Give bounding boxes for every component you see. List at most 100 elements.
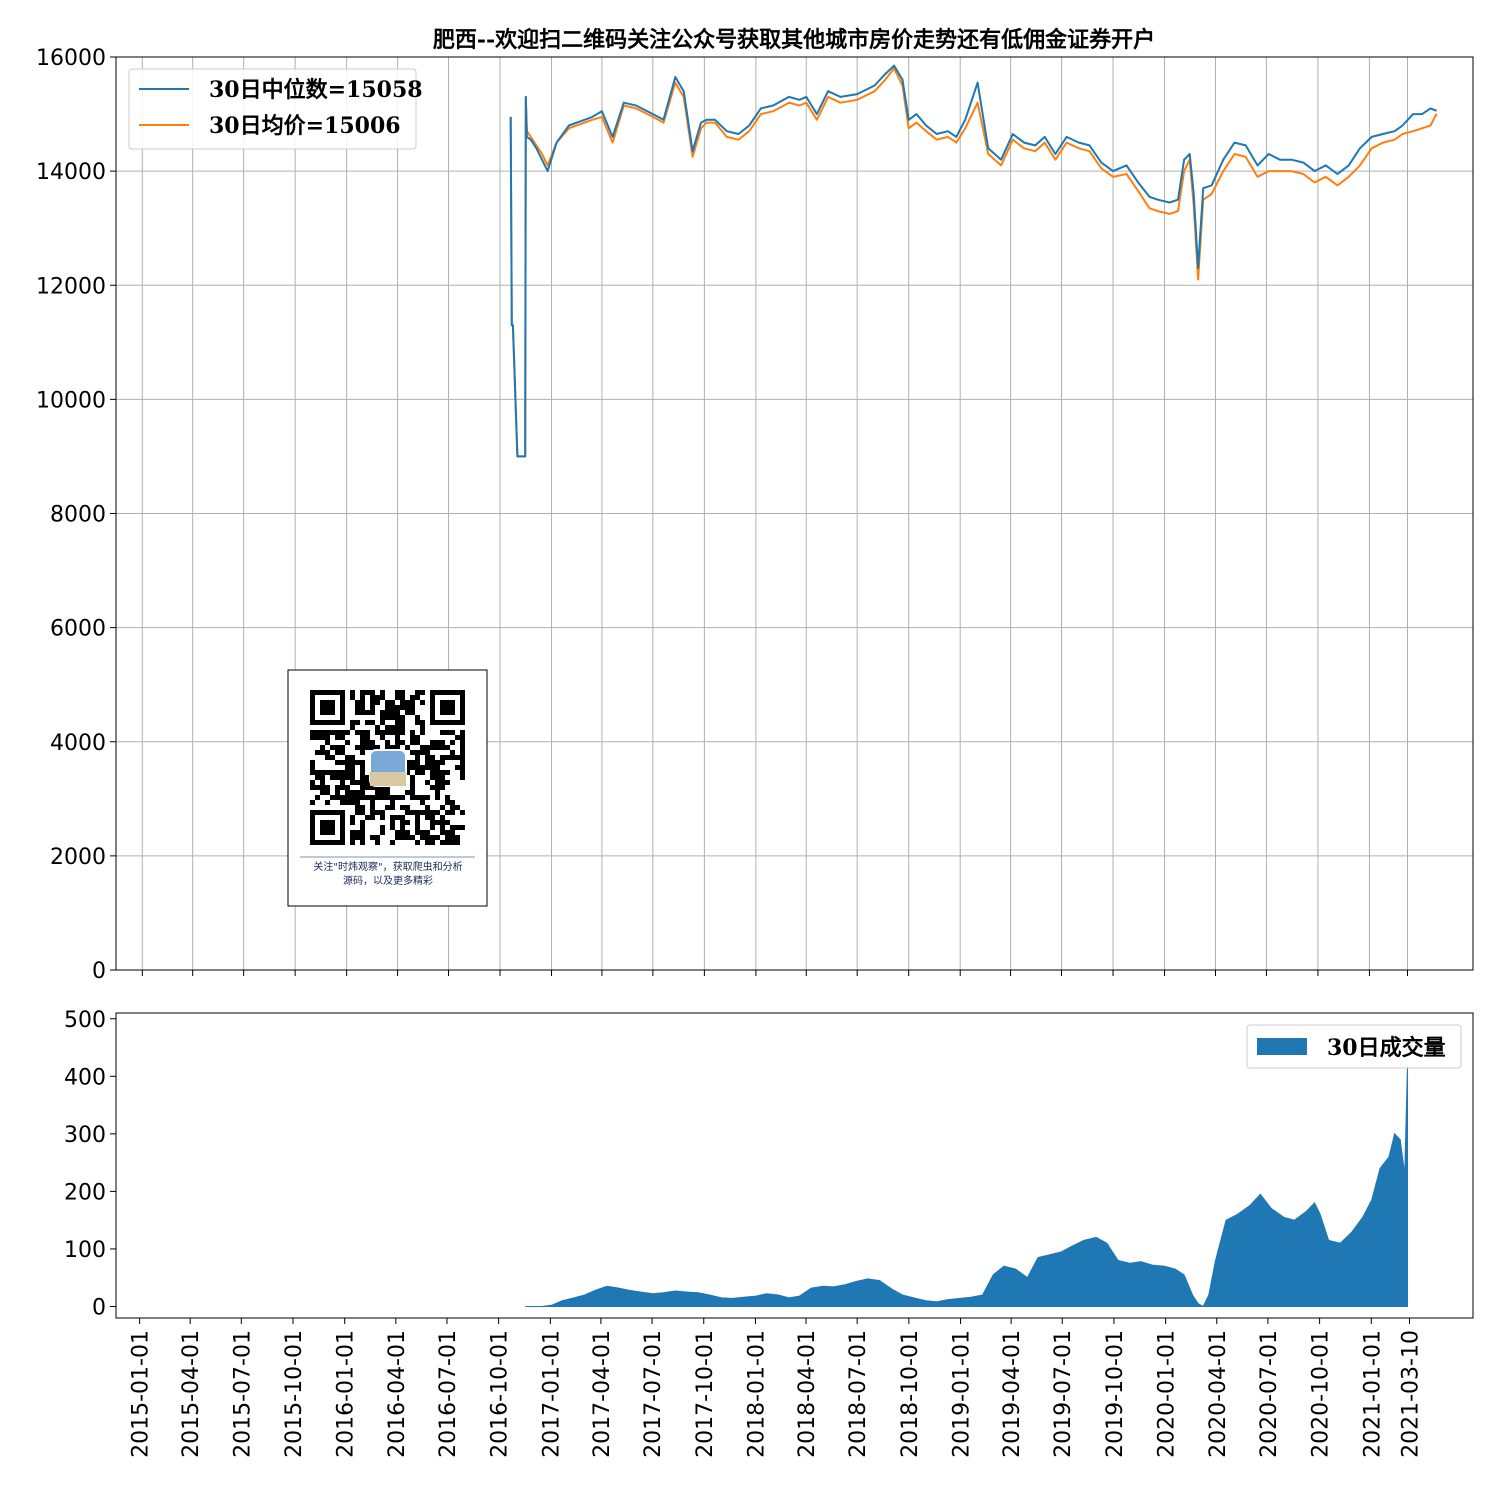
qr-module bbox=[445, 820, 450, 825]
qr-module bbox=[405, 770, 410, 775]
qr-module bbox=[380, 785, 385, 790]
qr-module bbox=[315, 795, 320, 800]
bottom-x-tick-label: 2019-07-01 bbox=[1051, 1330, 1076, 1458]
qr-module bbox=[355, 800, 360, 805]
bottom-x-tick-label: 2015-01-01 bbox=[129, 1330, 154, 1458]
bottom-y-ticks: 0 100 200 300 400 500 bbox=[64, 1008, 116, 1320]
qr-module bbox=[415, 815, 420, 820]
qr-module bbox=[310, 785, 315, 790]
qr-module bbox=[420, 800, 425, 805]
bottom-x-ticks: 2015-01-01 2015-04-01 2015-07-01 2015-10-01… bbox=[129, 1318, 1424, 1458]
qr-module bbox=[350, 765, 355, 770]
qr-module bbox=[405, 710, 410, 715]
qr-module bbox=[420, 690, 425, 695]
qr-module bbox=[430, 740, 435, 745]
qr-module bbox=[360, 705, 365, 710]
qr-module bbox=[460, 740, 465, 745]
qr-module bbox=[350, 780, 355, 785]
qr-module bbox=[385, 730, 390, 735]
bottom-x-tick-label: 2016-07-01 bbox=[436, 1330, 461, 1458]
qr-module bbox=[410, 760, 415, 765]
bottom-x-tick-label: 2020-04-01 bbox=[1206, 1330, 1231, 1458]
qr-module bbox=[325, 755, 330, 760]
top-y-tick-label: 14000 bbox=[36, 160, 106, 185]
qr-module bbox=[360, 830, 365, 835]
qr-module bbox=[420, 765, 425, 770]
qr-module bbox=[310, 760, 315, 765]
qr-module bbox=[460, 760, 465, 765]
qr-module bbox=[445, 780, 450, 785]
qr-module bbox=[310, 780, 315, 785]
qr-module bbox=[355, 780, 360, 785]
qr-module bbox=[315, 775, 320, 780]
qr-module bbox=[410, 730, 415, 735]
qr-module bbox=[320, 745, 325, 750]
qr-module bbox=[425, 810, 430, 815]
qr-module bbox=[360, 785, 365, 790]
bottom-x-tick-label: 2015-04-01 bbox=[179, 1330, 204, 1458]
bottom-y-tick-label: 200 bbox=[64, 1180, 106, 1205]
qr-module bbox=[420, 730, 425, 735]
qr-module bbox=[400, 730, 405, 735]
qr-module bbox=[430, 810, 435, 815]
qr-module bbox=[380, 715, 385, 720]
top-y-tick-label: 2000 bbox=[50, 845, 106, 870]
top-legend-box bbox=[128, 68, 417, 150]
qr-module bbox=[385, 795, 390, 800]
qr-module bbox=[365, 730, 370, 735]
qr-module bbox=[320, 735, 325, 740]
qr-module bbox=[350, 775, 355, 780]
qr-module bbox=[440, 745, 445, 750]
bottom-x-tick-label: 2017-04-01 bbox=[590, 1330, 615, 1458]
qr-module bbox=[425, 805, 430, 810]
qr-module bbox=[410, 785, 415, 790]
qr-module bbox=[395, 705, 400, 710]
qr-module bbox=[355, 835, 360, 840]
qr-module bbox=[405, 700, 410, 705]
qr-module bbox=[445, 730, 450, 735]
qr-module bbox=[450, 800, 455, 805]
qr-caption-line2: 源码，以及更多精彩 bbox=[343, 874, 433, 887]
qr-module bbox=[375, 700, 380, 705]
qr-module bbox=[355, 795, 360, 800]
qr-module bbox=[360, 805, 365, 810]
qr-module bbox=[440, 815, 445, 820]
qr-module bbox=[365, 720, 370, 725]
qr-module bbox=[360, 775, 365, 780]
qr-module bbox=[450, 740, 455, 745]
qr-module bbox=[345, 785, 350, 790]
qr-module bbox=[415, 770, 420, 775]
qr-module bbox=[350, 755, 355, 760]
qr-module bbox=[440, 840, 445, 845]
bottom-x-tick-label: 2015-10-01 bbox=[282, 1330, 307, 1458]
bottom-x-tick-label: 2021-01-01 bbox=[1360, 1330, 1385, 1458]
qr-module bbox=[415, 735, 420, 740]
bottom-y-tick-label: 300 bbox=[64, 1123, 106, 1148]
qr-module bbox=[460, 765, 465, 770]
qr-module bbox=[315, 735, 320, 740]
qr-module bbox=[360, 840, 365, 845]
qr-module bbox=[360, 770, 365, 775]
qr-module bbox=[350, 840, 355, 845]
qr-module bbox=[455, 765, 460, 770]
qr-module bbox=[350, 795, 355, 800]
qr-module bbox=[445, 770, 450, 775]
qr-module bbox=[325, 790, 330, 795]
qr-module bbox=[400, 825, 405, 830]
qr-module bbox=[430, 755, 435, 760]
qr-module bbox=[405, 820, 410, 825]
qr-module bbox=[355, 830, 360, 835]
bottom-x-tick-label: 2017-07-01 bbox=[641, 1330, 666, 1458]
qr-module bbox=[370, 815, 375, 820]
qr-module bbox=[395, 725, 400, 730]
qr-module bbox=[415, 755, 420, 760]
qr-module bbox=[330, 775, 335, 780]
qr-module bbox=[435, 780, 440, 785]
qr-module bbox=[365, 710, 370, 715]
top-y-tick-label: 8000 bbox=[50, 503, 106, 528]
qr-module bbox=[365, 815, 370, 820]
qr-module bbox=[405, 745, 410, 750]
qr-module bbox=[330, 795, 335, 800]
qr-module bbox=[335, 745, 340, 750]
qr-module bbox=[400, 815, 405, 820]
